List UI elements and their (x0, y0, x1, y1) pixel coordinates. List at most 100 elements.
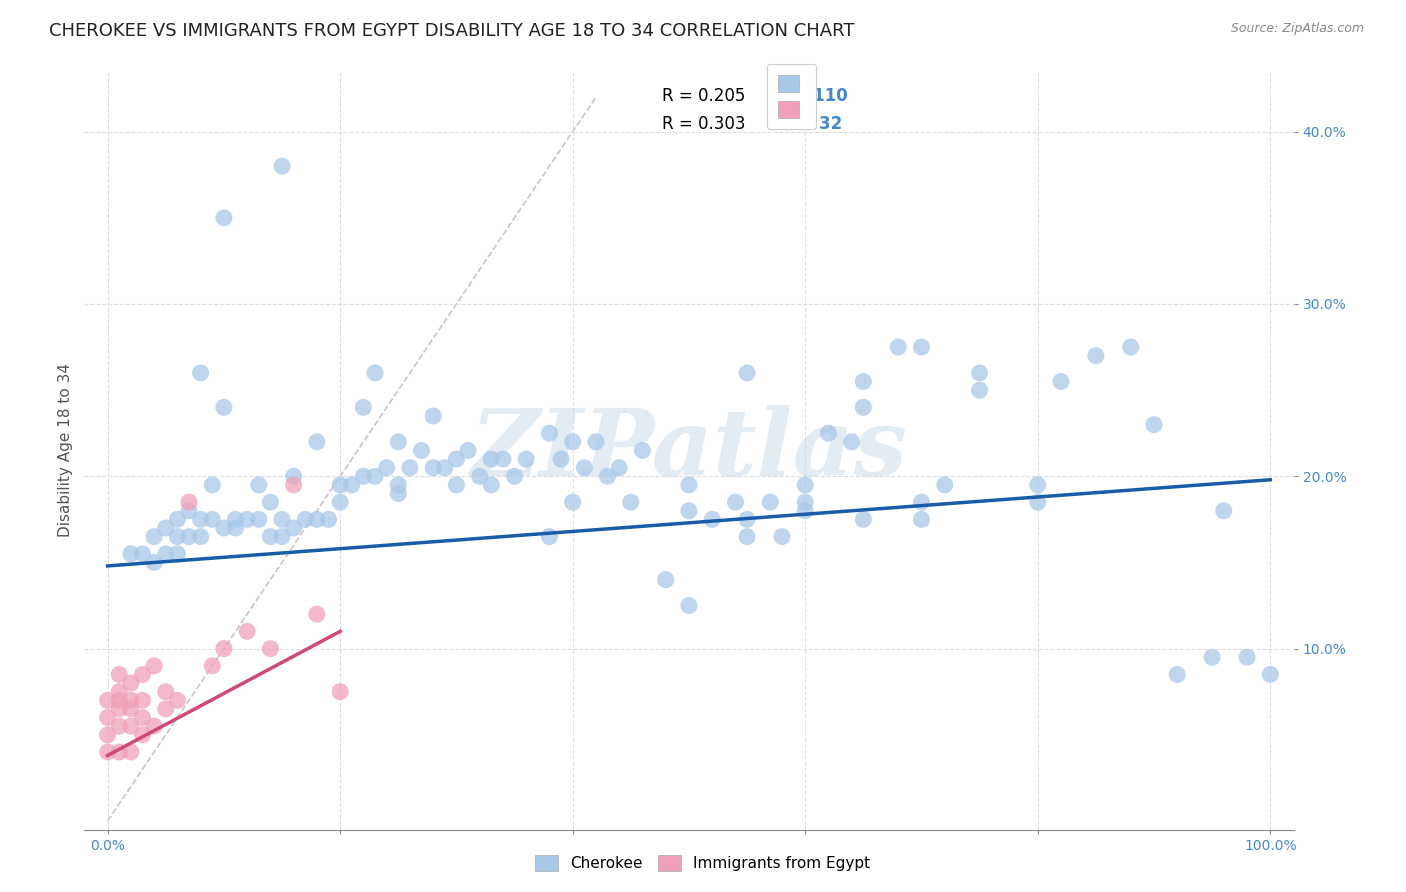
Point (97, 693, 120, 707)
Point (108, 693, 131, 707)
Point (305, 607, 328, 622)
Point (678, 504, 700, 518)
Point (1026, 478, 1049, 492)
Point (817, 426, 839, 441)
Point (1201, 650, 1223, 665)
Point (155, 547, 177, 561)
Point (794, 495, 817, 509)
Point (887, 340, 910, 354)
Point (305, 434, 328, 449)
Point (1026, 495, 1049, 509)
Y-axis label: Disability Age 18 to 34: Disability Age 18 to 34 (58, 363, 73, 538)
Text: N =  32: N = 32 (773, 115, 842, 134)
Legend: , : , (768, 64, 815, 129)
Point (561, 495, 583, 509)
Point (166, 512, 188, 526)
Point (574, 460, 596, 475)
Point (387, 486, 409, 500)
Point (120, 547, 142, 561)
Point (852, 375, 875, 389)
Point (329, 478, 352, 492)
Text: R = 0.205: R = 0.205 (662, 87, 745, 104)
Point (259, 530, 281, 544)
Point (585, 434, 607, 449)
Point (97, 745, 120, 759)
Point (212, 401, 235, 415)
Point (352, 401, 374, 415)
Text: Source: ZipAtlas.com: Source: ZipAtlas.com (1230, 22, 1364, 36)
Point (457, 443, 479, 458)
Point (177, 504, 200, 518)
Point (479, 478, 502, 492)
Text: ZIPatlas: ZIPatlas (471, 406, 907, 495)
Point (759, 495, 782, 509)
Point (910, 340, 932, 354)
Point (155, 684, 177, 698)
Point (411, 443, 433, 458)
Point (108, 684, 131, 698)
Point (561, 434, 583, 449)
Point (724, 495, 747, 509)
Point (1143, 417, 1166, 432)
Point (97, 710, 120, 724)
Point (468, 469, 491, 483)
Point (433, 460, 456, 475)
Point (399, 460, 422, 475)
Point (143, 556, 166, 570)
Point (479, 452, 502, 467)
Point (607, 460, 630, 475)
Point (1050, 375, 1073, 389)
Point (108, 702, 131, 716)
Point (283, 521, 305, 535)
Point (678, 478, 700, 492)
Point (735, 530, 758, 544)
Point (177, 530, 200, 544)
Point (852, 401, 875, 415)
Point (294, 512, 316, 526)
Point (550, 452, 572, 467)
Point (305, 512, 328, 526)
Point (212, 641, 235, 656)
Point (1212, 504, 1234, 518)
Point (259, 641, 281, 656)
Point (387, 478, 409, 492)
Point (131, 667, 153, 681)
Point (538, 426, 561, 441)
Point (225, 521, 247, 535)
Point (166, 530, 188, 544)
Point (702, 512, 724, 526)
Text: CHEROKEE VS IMMIGRANTS FROM EGYPT DISABILITY AGE 18 TO 34 CORRELATION CHART: CHEROKEE VS IMMIGRANTS FROM EGYPT DISABI… (49, 22, 855, 40)
Point (143, 719, 166, 733)
Point (852, 512, 875, 526)
Point (155, 702, 177, 716)
Point (155, 521, 177, 535)
Point (735, 512, 758, 526)
Point (259, 495, 281, 509)
Text: R = 0.303: R = 0.303 (662, 115, 745, 134)
Point (1084, 349, 1107, 363)
Point (120, 745, 142, 759)
Point (247, 512, 270, 526)
Point (969, 383, 991, 397)
Point (271, 159, 294, 173)
Point (934, 478, 956, 492)
Point (120, 702, 142, 716)
Point (131, 547, 153, 561)
Point (596, 469, 619, 483)
Point (770, 530, 793, 544)
Point (910, 512, 932, 526)
Point (631, 443, 654, 458)
Point (247, 478, 270, 492)
Point (225, 512, 247, 526)
Point (271, 512, 294, 526)
Point (515, 452, 537, 467)
Text: N = 110: N = 110 (773, 87, 848, 104)
Point (794, 504, 817, 518)
Point (190, 512, 212, 526)
Point (1166, 667, 1188, 681)
Point (446, 478, 468, 492)
Point (212, 521, 235, 535)
Point (236, 512, 259, 526)
Point (841, 434, 863, 449)
Point (131, 693, 153, 707)
